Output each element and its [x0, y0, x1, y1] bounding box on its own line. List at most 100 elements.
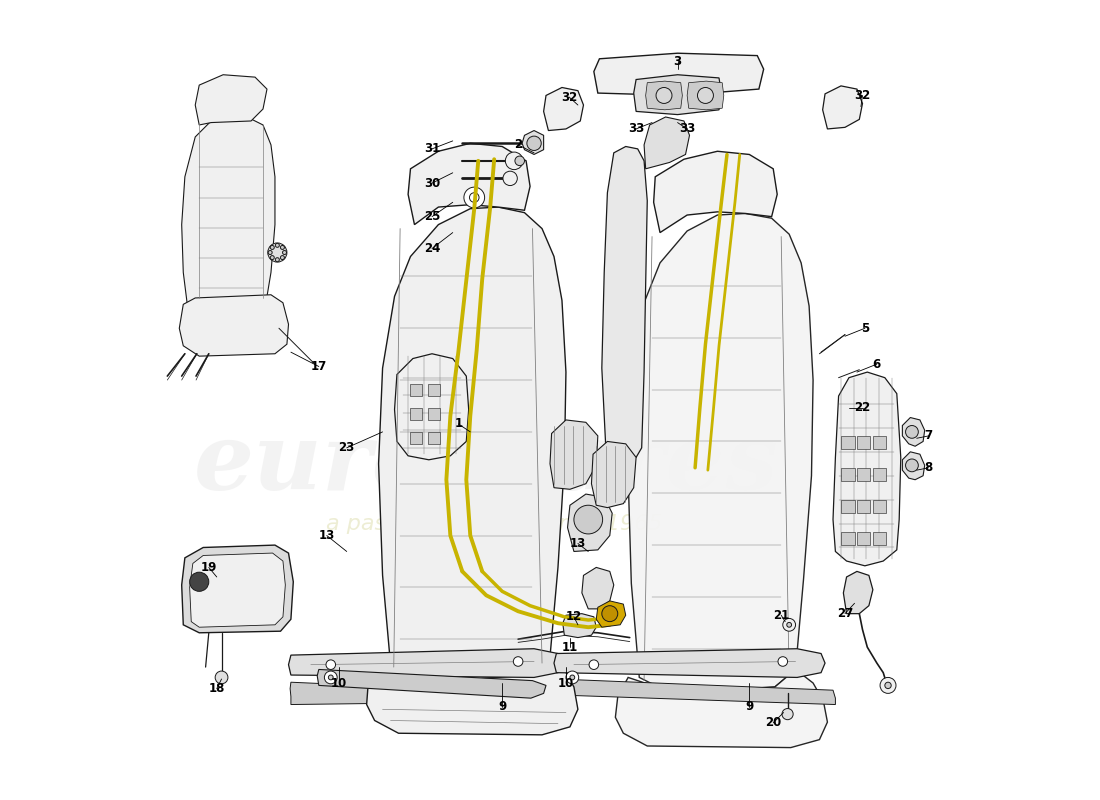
Polygon shape — [688, 81, 724, 110]
Polygon shape — [550, 420, 597, 490]
Text: 13: 13 — [570, 537, 586, 550]
Circle shape — [267, 243, 287, 262]
Polygon shape — [842, 436, 855, 450]
Polygon shape — [857, 468, 870, 482]
Polygon shape — [873, 531, 887, 545]
Polygon shape — [602, 146, 647, 460]
Polygon shape — [844, 571, 873, 614]
Circle shape — [514, 657, 522, 666]
Circle shape — [216, 671, 228, 684]
Circle shape — [782, 709, 793, 720]
Circle shape — [329, 675, 333, 680]
Polygon shape — [428, 432, 440, 444]
Polygon shape — [653, 151, 778, 233]
Polygon shape — [366, 657, 578, 735]
Polygon shape — [873, 468, 887, 482]
Text: 2: 2 — [514, 138, 522, 151]
Polygon shape — [594, 54, 763, 95]
Circle shape — [786, 622, 792, 627]
Circle shape — [527, 136, 541, 150]
Circle shape — [697, 87, 714, 103]
Polygon shape — [634, 74, 722, 114]
Polygon shape — [857, 531, 870, 545]
Polygon shape — [645, 117, 690, 169]
Text: 7: 7 — [925, 430, 933, 442]
Polygon shape — [182, 545, 294, 633]
Circle shape — [324, 671, 337, 684]
Circle shape — [271, 246, 274, 250]
Circle shape — [505, 152, 522, 170]
Text: a passion for parts since 1965: a passion for parts since 1965 — [326, 514, 662, 534]
Polygon shape — [378, 207, 565, 681]
Polygon shape — [873, 500, 887, 514]
Text: eurospares: eurospares — [194, 418, 779, 509]
Circle shape — [602, 606, 618, 622]
Text: 23: 23 — [339, 442, 355, 454]
Polygon shape — [410, 432, 422, 444]
Polygon shape — [823, 86, 862, 129]
Text: 21: 21 — [773, 609, 790, 622]
Polygon shape — [428, 408, 440, 420]
Circle shape — [275, 258, 279, 262]
Polygon shape — [288, 649, 562, 678]
Circle shape — [515, 156, 525, 166]
Polygon shape — [522, 130, 543, 154]
Polygon shape — [395, 354, 469, 460]
Text: 19: 19 — [200, 561, 217, 574]
Polygon shape — [842, 468, 855, 482]
Circle shape — [271, 255, 274, 259]
Polygon shape — [582, 567, 614, 609]
Text: 30: 30 — [424, 177, 440, 190]
Circle shape — [503, 171, 517, 186]
Circle shape — [275, 243, 279, 247]
Text: 18: 18 — [209, 682, 224, 695]
Polygon shape — [592, 442, 636, 508]
Circle shape — [880, 678, 896, 694]
Text: 9: 9 — [745, 701, 754, 714]
Text: 6: 6 — [872, 358, 881, 370]
Polygon shape — [857, 436, 870, 450]
Text: 12: 12 — [565, 610, 582, 623]
Circle shape — [189, 572, 209, 591]
Circle shape — [268, 250, 272, 254]
Text: 25: 25 — [424, 210, 440, 223]
Circle shape — [905, 459, 918, 472]
Polygon shape — [408, 143, 530, 225]
Circle shape — [470, 193, 478, 202]
Polygon shape — [428, 384, 440, 396]
Polygon shape — [873, 436, 887, 450]
Circle shape — [283, 250, 286, 254]
Text: 22: 22 — [855, 402, 870, 414]
Text: 5: 5 — [861, 322, 869, 334]
Polygon shape — [833, 372, 901, 566]
Circle shape — [464, 187, 485, 208]
Circle shape — [905, 426, 918, 438]
Circle shape — [778, 657, 788, 666]
Circle shape — [574, 506, 603, 534]
Text: 32: 32 — [561, 90, 578, 103]
Polygon shape — [568, 494, 613, 551]
Polygon shape — [902, 452, 925, 480]
Polygon shape — [182, 117, 275, 312]
Polygon shape — [615, 670, 827, 747]
Text: 33: 33 — [628, 122, 645, 135]
Polygon shape — [902, 418, 925, 446]
Polygon shape — [596, 601, 626, 627]
Text: 8: 8 — [925, 462, 933, 474]
Polygon shape — [563, 614, 596, 638]
Polygon shape — [290, 682, 542, 705]
Circle shape — [326, 660, 336, 670]
Circle shape — [783, 618, 795, 631]
Text: 9: 9 — [498, 701, 506, 714]
Polygon shape — [857, 500, 870, 514]
Text: 1: 1 — [454, 418, 462, 430]
Text: 31: 31 — [424, 142, 440, 155]
Text: 17: 17 — [310, 360, 327, 373]
Text: 10: 10 — [331, 677, 346, 690]
Polygon shape — [628, 214, 813, 691]
Text: 27: 27 — [837, 607, 854, 620]
Text: 3: 3 — [673, 54, 682, 68]
Polygon shape — [842, 500, 855, 514]
Circle shape — [570, 675, 574, 680]
Circle shape — [280, 246, 285, 250]
